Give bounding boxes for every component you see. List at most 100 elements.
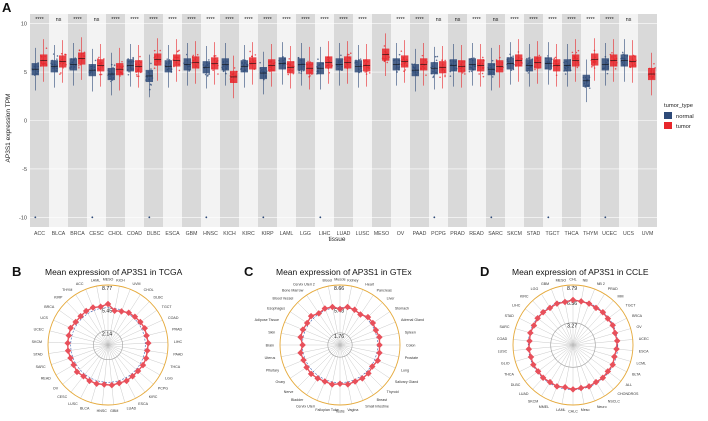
- significance-label: ****: [301, 17, 310, 23]
- data-point: [571, 51, 574, 54]
- data-point: [491, 59, 494, 62]
- radar-point: [72, 318, 79, 326]
- radar-category-label: Pituitary: [266, 369, 279, 373]
- radar-point: [351, 306, 358, 314]
- radar-spoke: [59, 310, 109, 346]
- data-point: [132, 56, 134, 59]
- radar-title: Mean expression of AP3S1 in TCGA: [45, 267, 183, 277]
- radar-point: [303, 364, 310, 371]
- radar-point: [141, 324, 148, 332]
- radar-spoke: [80, 344, 109, 399]
- radar-point: [553, 383, 561, 390]
- radar-ring: [70, 307, 146, 383]
- radar-point: [89, 304, 97, 311]
- significance-label: ****: [339, 17, 348, 23]
- radar-point: [613, 345, 620, 353]
- data-point: [214, 55, 217, 57]
- x-tick-label: LUSC: [356, 231, 370, 237]
- radar-point: [561, 384, 569, 391]
- radar-spoke: [90, 344, 109, 403]
- radar-point: [569, 296, 577, 304]
- radar-spoke: [328, 286, 341, 346]
- radar-spoke: [572, 293, 605, 346]
- radar-category-label: ESCA: [639, 349, 649, 353]
- radar-point: [599, 374, 607, 382]
- significance-label: ****: [548, 17, 557, 23]
- radar-spoke: [107, 341, 168, 346]
- x-tick-label: LAML: [280, 231, 294, 237]
- data-point: [349, 52, 352, 55]
- legend-swatch-tumor: [664, 122, 672, 129]
- data-point: [159, 49, 162, 52]
- radar-category-label: Small Intestine: [365, 404, 389, 408]
- radar-spoke: [107, 319, 163, 346]
- x-tick-label: STAD: [527, 231, 541, 237]
- data-point: [188, 70, 190, 72]
- radar-category-label: THCA: [504, 373, 514, 377]
- radar-category-label: BRCA: [632, 314, 643, 318]
- radar-category-label: PRAD: [608, 287, 618, 291]
- radar-point: [611, 353, 618, 361]
- radar-category-label: SKCM: [32, 340, 42, 344]
- radar-point: [546, 378, 554, 386]
- radar-point: [299, 341, 306, 349]
- data-point: [348, 53, 350, 56]
- x-tick-label: UVM: [642, 231, 654, 237]
- data-point: [468, 70, 471, 73]
- radar-point: [569, 386, 577, 393]
- radar-category-label: Cervix Uteri 2: [293, 282, 315, 286]
- radar-spoke: [281, 344, 341, 357]
- radar-ring: [279, 284, 401, 406]
- x-tick-label: PAAD: [413, 231, 427, 237]
- radar-point: [611, 329, 619, 337]
- radar-category-label: Colon: [406, 343, 415, 347]
- radar-point: [300, 356, 307, 364]
- radar-category-label: MESO: [103, 277, 114, 281]
- radar-category-label: STAD: [33, 353, 43, 357]
- panel-letter: C: [244, 264, 254, 279]
- radar-category-label: LUSC: [498, 349, 508, 353]
- significance-label: ns: [56, 17, 62, 23]
- data-point: [621, 51, 624, 54]
- data-point: [99, 73, 101, 76]
- data-point: [439, 76, 441, 79]
- data-point: [444, 75, 446, 78]
- significance-label: ****: [567, 17, 576, 23]
- radar-category-label: Brain: [266, 343, 274, 347]
- radar-point: [329, 303, 336, 311]
- radar-point: [344, 381, 352, 388]
- data-point: [368, 72, 371, 74]
- radar-category-label: HNSC: [97, 409, 108, 413]
- radar-point: [351, 378, 359, 385]
- outlier-point: [490, 216, 493, 219]
- significance-label: ****: [529, 17, 538, 23]
- radar-spoke: [561, 344, 574, 405]
- radar-category-label: Thyroid: [387, 390, 399, 394]
- radar-category-label: CALC: [568, 409, 578, 413]
- radar-point: [67, 354, 74, 362]
- radar-point: [527, 353, 535, 361]
- radar-point: [534, 368, 542, 375]
- radar-category-label: UCS: [40, 316, 48, 320]
- data-point: [297, 56, 300, 59]
- data-point: [434, 55, 437, 58]
- x-tick-label: TGCT: [545, 231, 560, 237]
- data-point: [128, 70, 130, 73]
- radar-spoke: [524, 344, 574, 382]
- data-point: [139, 55, 141, 58]
- data-point: [208, 59, 210, 61]
- data-point: [242, 59, 244, 61]
- significance-label: ****: [472, 17, 481, 23]
- data-point: [149, 83, 152, 86]
- radar-spoke: [107, 344, 161, 376]
- data-point: [512, 55, 514, 57]
- significance-label: ****: [149, 17, 158, 23]
- radar-point: [561, 298, 569, 306]
- radar-spoke: [572, 344, 605, 397]
- x-tick-label: PRAD: [450, 231, 465, 237]
- outlier-point: [433, 216, 436, 219]
- radar-point: [599, 308, 607, 316]
- ring-value-label: 6.56: [567, 301, 577, 307]
- radar-point: [585, 383, 593, 390]
- x-tick-label: SKCM: [507, 231, 522, 237]
